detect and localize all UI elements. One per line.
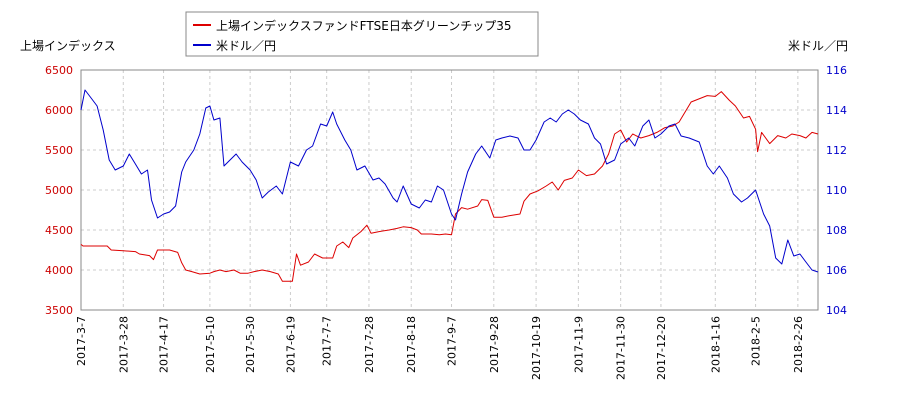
- right-tick-label: 108: [826, 224, 847, 237]
- x-tick-label: 2017-9-28: [488, 316, 501, 373]
- x-tick-label: 2017-12-20: [655, 316, 668, 380]
- x-tick-label: 2017-3-28: [117, 316, 130, 373]
- left-tick-label: 4500: [45, 224, 73, 237]
- right-tick-label: 114: [826, 104, 847, 117]
- x-tick-label: 2017-8-18: [405, 316, 418, 373]
- right-axis-ticks: 104 106 108 110 112 114 116: [826, 64, 847, 317]
- left-tick-label: 4000: [45, 264, 73, 277]
- left-tick-label: 3500: [45, 304, 73, 317]
- x-tick-label: 2018-2-26: [792, 316, 805, 373]
- right-tick-label: 104: [826, 304, 847, 317]
- left-tick-label: 6000: [45, 104, 73, 117]
- legend-label-1: 上場インデックスファンドFTSE日本グリーンチップ35: [216, 18, 512, 33]
- x-tick-label: 2017-3-7: [75, 316, 88, 366]
- x-tick-label: 2017-5-10: [204, 316, 217, 373]
- x-tick-label: 2017-7-7: [321, 316, 334, 366]
- x-tick-label: 2017-10-19: [530, 316, 543, 380]
- legend-label-2: 米ドル／円: [216, 39, 276, 53]
- x-tick-label: 2018-2-5: [750, 316, 763, 366]
- x-tick-label: 2017-6-19: [284, 316, 297, 373]
- left-tick-label: 6500: [45, 64, 73, 77]
- right-tick-label: 112: [826, 144, 847, 157]
- grid-lines: [80, 69, 818, 311]
- right-tick-label: 116: [826, 64, 847, 77]
- x-tick-label: 2017-4-17: [158, 316, 171, 373]
- left-tick-label: 5500: [45, 144, 73, 157]
- x-tick-label: 2017-11-9: [572, 316, 585, 373]
- series-line-index-fund: [80, 91, 819, 282]
- x-tick-label: 2017-11-30: [615, 316, 628, 380]
- series-lines: [80, 89, 819, 282]
- left-axis-label: 上場インデックス: [20, 38, 116, 53]
- right-tick-label: 106: [826, 264, 847, 277]
- x-tick-label: 2017-5-30: [244, 316, 257, 373]
- plot-area: [80, 69, 819, 311]
- legend-box: [185, 11, 539, 57]
- legend: 上場インデックスファンドFTSE日本グリーンチップ35 米ドル／円: [185, 11, 539, 57]
- x-tick-label: 2017-7-28: [363, 316, 376, 373]
- x-tick-label: 2017-9-7: [446, 316, 459, 366]
- left-axis-ticks: 3500 4000 4500 5000 5500 6000 6500: [45, 64, 73, 317]
- x-axis-ticks: 2017-3-7 2017-3-28 2017-4-17 2017-5-10 2017-…: [75, 316, 805, 380]
- left-tick-label: 5000: [45, 184, 73, 197]
- right-tick-label: 110: [826, 184, 847, 197]
- x-tick-label: 2018-1-16: [709, 316, 722, 373]
- right-axis-label: 米ドル／円: [788, 39, 848, 53]
- series-line-usdjpy: [80, 89, 819, 273]
